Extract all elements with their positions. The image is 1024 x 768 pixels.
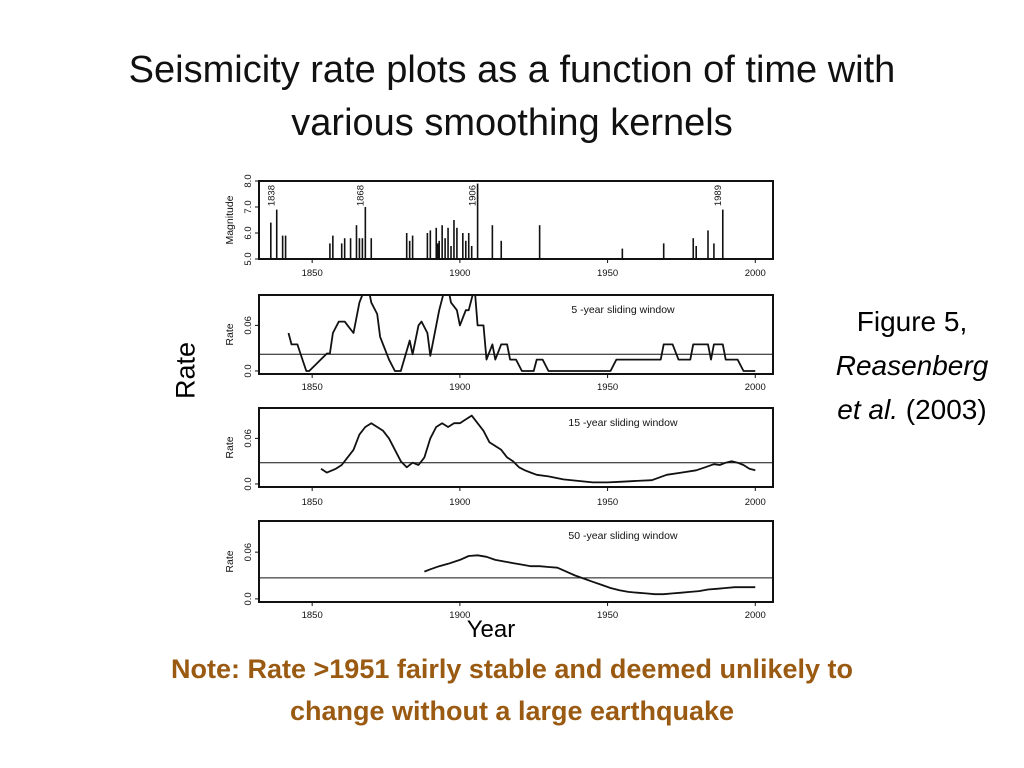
x-tick-label: 1900 (449, 268, 470, 279)
chart-panel-2: 1850 1900 1950 2000 0.0 0.06 Rate 5 -year slidi… (224, 294, 774, 393)
x-tick-label: 1900 (449, 497, 470, 508)
y-tick-label: 0.0 (243, 477, 254, 490)
plot-frame (258, 180, 774, 260)
note-line-1: Note: Rate >1951 fairly stable and deeme… (171, 654, 853, 684)
event-year-label: 1838 (267, 185, 278, 206)
y-tick-label: 0.0 (243, 592, 254, 605)
y-tick-label: 5.0 (243, 252, 254, 265)
rate-series-line (287, 295, 756, 372)
x-tick-label: 1950 (597, 382, 618, 393)
plot-frame (258, 294, 774, 375)
chart-panel-3: 1850 1900 1950 2000 0.0 0.06 Rate 15 -year slid… (224, 407, 774, 508)
year-axis-label: Year (466, 616, 516, 643)
rate-axis-label: Rate (170, 341, 201, 399)
event-year-label: 1989 (713, 185, 724, 206)
x-tick-label: 1900 (449, 610, 470, 621)
x-tick-label: 1950 (597, 497, 618, 508)
citation-line-1: Figure 5, (856, 306, 968, 337)
event-year-label: 1868 (355, 185, 366, 206)
note-line-2: change without a large earthquake (289, 696, 735, 726)
y-tick-label: 0.0 (243, 364, 254, 377)
x-tick-label: 2000 (745, 382, 766, 393)
slide-title-line-1: Seismicity rate plots as a function of t… (128, 49, 896, 91)
x-tick-label: 2000 (745, 268, 766, 279)
plot-frame (258, 520, 774, 603)
x-tick-label: 1850 (302, 610, 323, 621)
chart-panel-4: 1850 1900 1950 2000 0.0 0.06 Rate 50 -year slid… (224, 520, 774, 621)
y-tick-label: 0.06 (243, 543, 254, 562)
slide-title: Seismicity rate plots as a function of t… (60, 44, 964, 150)
x-tick-label: 1900 (449, 382, 470, 393)
window-label: 50 -year sliding window (568, 530, 678, 542)
y-axis-label: Magnitude (224, 195, 236, 244)
y-tick-label: 8.0 (243, 174, 254, 187)
x-tick-label: 2000 (745, 497, 766, 508)
rate-series-line (320, 414, 756, 484)
y-axis-label: Rate (224, 436, 236, 458)
y-tick-label: 7.0 (243, 200, 254, 213)
x-tick-label: 1850 (302, 382, 323, 393)
y-tick-label: 0.06 (243, 429, 254, 448)
citation-line-3: et al. (2003) (812, 388, 1012, 432)
citation-etal: et al. (837, 394, 898, 425)
x-tick-label: 2000 (745, 610, 766, 621)
figure-citation: Figure 5, Reasenberg et al. (2003) (812, 300, 1012, 432)
plot-frame (258, 407, 774, 488)
slide-title-line-2: various smoothing kernels (291, 102, 733, 144)
y-axis-label: Rate (224, 323, 236, 345)
chart-panel-1: 1850 1900 1950 2000 5.0 6.0 7.0 8.0 Magnitude 183… (224, 174, 774, 279)
y-tick-label: 6.0 (243, 226, 254, 239)
event-year-label: 1906 (468, 185, 479, 206)
window-label: 15 -year sliding window (568, 417, 678, 429)
window-label: 5 -year sliding window (571, 304, 675, 316)
note-text: Note: Rate >1951 fairly stable and deeme… (60, 648, 964, 732)
x-tick-label: 1950 (597, 610, 618, 621)
x-tick-label: 1850 (302, 268, 323, 279)
y-tick-label: 0.06 (243, 316, 254, 335)
y-axis-label: Rate (224, 550, 236, 572)
citation-year: (2003) (897, 394, 987, 425)
x-tick-label: 1850 (302, 497, 323, 508)
citation-line-2: Reasenberg (835, 350, 989, 381)
x-tick-label: 1950 (597, 268, 618, 279)
rate-series-line (424, 554, 756, 596)
